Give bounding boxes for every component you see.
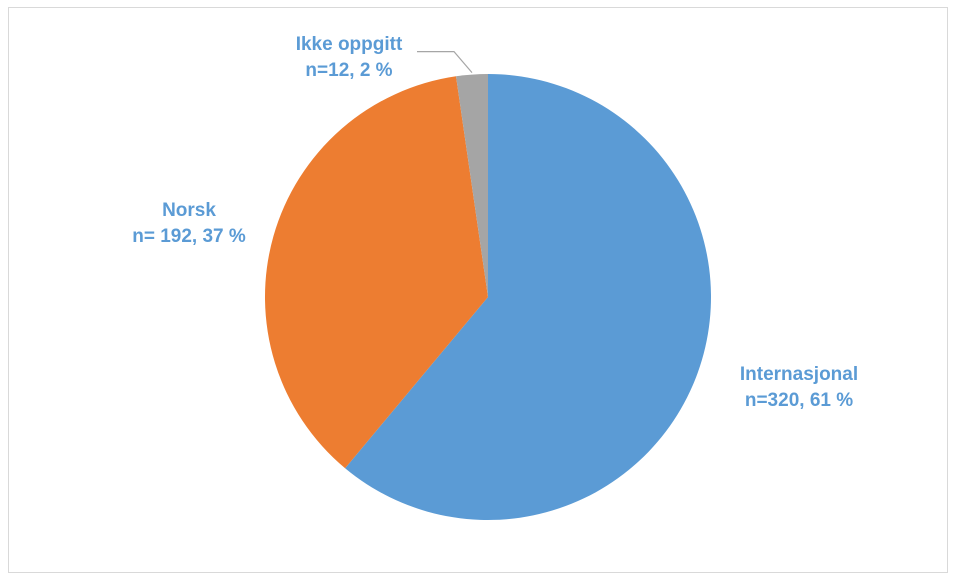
data-label-ikke-oppgitt: Ikke oppgitt n=12, 2 %: [259, 32, 439, 84]
slice-name: Norsk: [162, 200, 216, 221]
pie-slice-internasjonal: [345, 74, 711, 520]
leader-line: [417, 51, 473, 73]
data-label-norsk: Norsk n= 192, 37 %: [99, 198, 279, 250]
slice-name: Ikke oppgitt: [295, 34, 403, 55]
slice-value: n= 192, 37 %: [132, 226, 246, 247]
pie-slice-norsk: [264, 76, 488, 469]
chart-area: Internasjonal n=320, 61 % Norsk n= 192, …: [8, 7, 948, 573]
slice-value: n=320, 61 %: [744, 390, 854, 411]
data-label-internasjonal: Internasjonal n=320, 61 %: [709, 362, 889, 414]
pie-chart: [264, 51, 711, 520]
pie-slice-ikke-oppgitt: [456, 73, 488, 297]
slice-name: Internasjonal: [739, 364, 859, 385]
slice-value: n=12, 2 %: [305, 60, 393, 81]
